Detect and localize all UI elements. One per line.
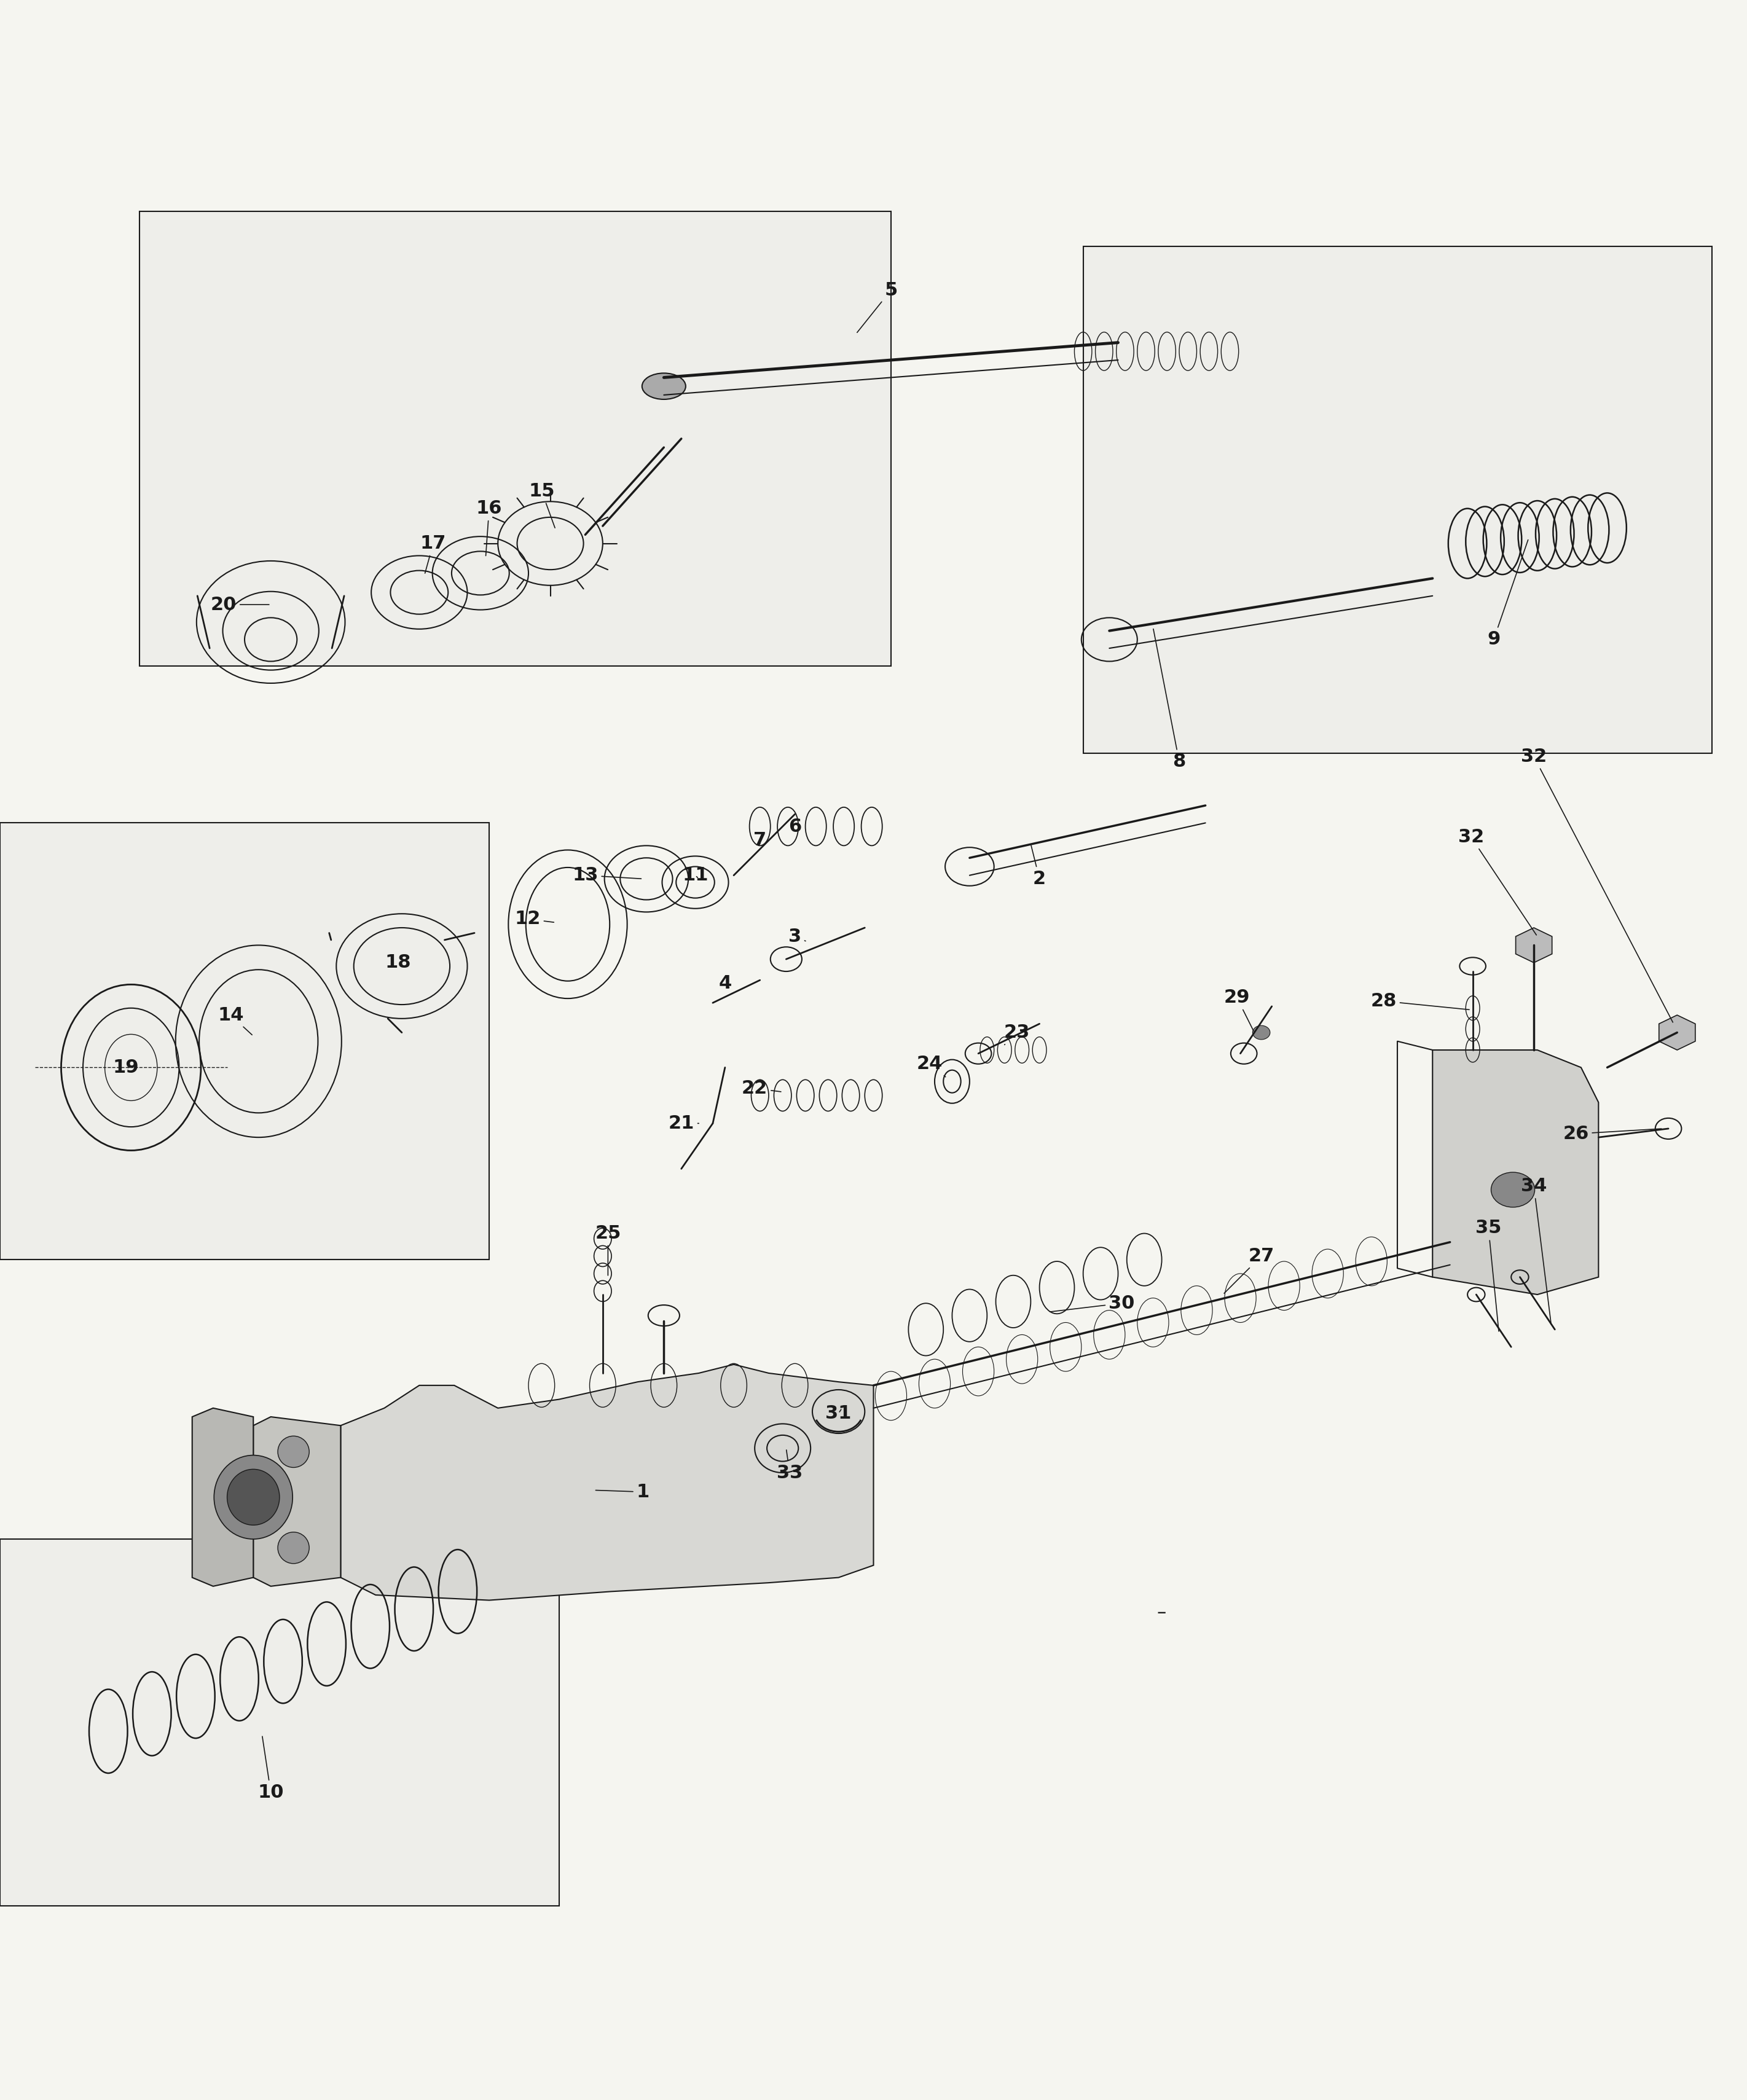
- Text: 15: 15: [529, 483, 556, 527]
- Text: 8: 8: [1153, 630, 1186, 771]
- Text: 19: 19: [114, 1058, 138, 1077]
- Text: 21: 21: [669, 1115, 699, 1132]
- Text: 3: 3: [788, 928, 805, 945]
- Text: 13: 13: [573, 867, 641, 884]
- Text: 28: 28: [1371, 991, 1469, 1010]
- Text: 5: 5: [858, 281, 898, 332]
- Ellipse shape: [213, 1455, 292, 1539]
- Text: 4: 4: [718, 974, 732, 993]
- Ellipse shape: [1490, 1172, 1534, 1207]
- Text: 11: 11: [683, 867, 708, 884]
- Text: –: –: [1157, 1604, 1167, 1621]
- Text: 27: 27: [1225, 1247, 1274, 1294]
- Text: 24: 24: [917, 1054, 945, 1077]
- Polygon shape: [0, 823, 489, 1260]
- Text: 34: 34: [1522, 1178, 1551, 1325]
- Text: 31: 31: [826, 1405, 851, 1422]
- Text: 30: 30: [1050, 1294, 1134, 1312]
- Text: 20: 20: [211, 596, 269, 613]
- Ellipse shape: [278, 1436, 309, 1468]
- Text: 26: 26: [1564, 1126, 1661, 1142]
- Text: 17: 17: [421, 536, 445, 573]
- Text: 35: 35: [1476, 1220, 1501, 1331]
- Ellipse shape: [1253, 1025, 1270, 1039]
- Polygon shape: [1083, 246, 1712, 754]
- Polygon shape: [1660, 1014, 1695, 1050]
- Text: 12: 12: [515, 909, 554, 928]
- Ellipse shape: [227, 1470, 280, 1525]
- Text: 25: 25: [596, 1224, 620, 1275]
- Text: 32: 32: [1459, 827, 1536, 934]
- Polygon shape: [192, 1409, 253, 1586]
- Ellipse shape: [278, 1533, 309, 1564]
- Text: 6: 6: [788, 817, 802, 836]
- Text: 2: 2: [1031, 846, 1046, 888]
- Text: 32: 32: [1522, 748, 1674, 1023]
- Ellipse shape: [643, 374, 685, 399]
- Polygon shape: [1433, 1050, 1599, 1294]
- Text: 14: 14: [218, 1006, 252, 1035]
- Text: 23: 23: [1005, 1023, 1029, 1046]
- Text: 10: 10: [259, 1737, 283, 1802]
- Text: 9: 9: [1487, 540, 1529, 649]
- Polygon shape: [140, 212, 891, 666]
- Polygon shape: [341, 1365, 874, 1600]
- Text: 18: 18: [386, 953, 411, 972]
- Polygon shape: [1516, 928, 1551, 962]
- Text: 22: 22: [742, 1079, 781, 1098]
- Polygon shape: [253, 1418, 341, 1586]
- Text: 1: 1: [596, 1483, 650, 1501]
- Text: 7: 7: [753, 832, 767, 848]
- Text: 29: 29: [1225, 989, 1254, 1031]
- Text: 16: 16: [477, 500, 501, 556]
- Polygon shape: [0, 1539, 559, 1907]
- Text: 33: 33: [777, 1449, 802, 1483]
